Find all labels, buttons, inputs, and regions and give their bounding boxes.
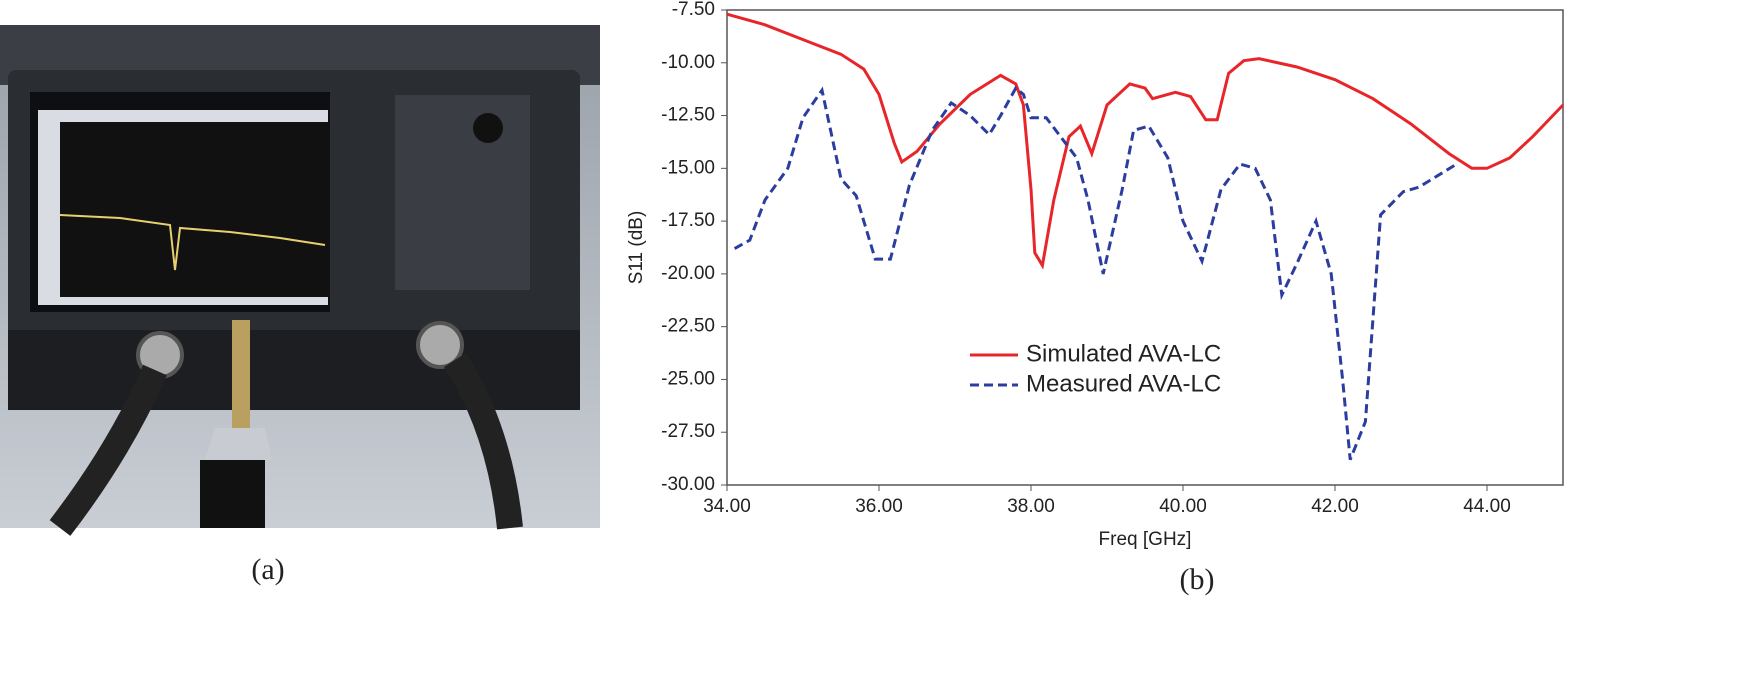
x-tick-label: 36.00: [855, 496, 903, 517]
screen-plot: [60, 122, 330, 297]
antenna-mount: [200, 460, 265, 528]
series-line: [726, 12, 1565, 270]
photo: [0, 25, 600, 536]
y-tick-label: -15.00: [661, 157, 715, 178]
legend-label: Measured AVA-LC: [1026, 370, 1221, 397]
y-tick-label: -27.50: [661, 421, 715, 442]
knob: [473, 113, 503, 143]
caption: (a): [251, 553, 284, 586]
x-tick-label: 44.00: [1463, 496, 1511, 517]
cable-2: [444, 352, 523, 530]
port-2: [416, 321, 464, 369]
front-panel: [8, 330, 580, 410]
y-tick-label: -20.00: [661, 263, 715, 284]
y-axis-label: S11 (dB): [626, 211, 647, 285]
y-tick-label: -30.00: [661, 474, 715, 495]
chart: -7.50 -10.00 -12.50 -15.00 -17.50 -20.00 -22.5…: [626, 0, 1565, 550]
y-tick-label: -17.50: [661, 210, 715, 231]
y-tick-label: -7.50: [672, 0, 715, 20]
adapter: [232, 320, 250, 440]
cable-1: [49, 364, 167, 536]
x-tick-label: 40.00: [1159, 496, 1207, 517]
y-tick-label: -22.50: [661, 316, 715, 337]
y-tick-label: -25.00: [661, 368, 715, 389]
legend-label: Simulated AVA-LC: [1026, 340, 1221, 367]
waveguide-cone: [205, 428, 272, 460]
series-line: [733, 85, 1458, 461]
x-tick-label: 42.00: [1311, 496, 1359, 517]
x-axis-label: Freq [GHz]: [1099, 529, 1192, 550]
plot-frame: [726, 9, 1564, 486]
y-tick-label: -10.00: [661, 52, 715, 73]
y-tick-label: -12.50: [661, 105, 715, 126]
x-tick-label: 38.00: [1007, 496, 1055, 517]
screen-trace: [59, 214, 326, 271]
x-tick-label: 34.00: [703, 496, 751, 517]
caption: (b): [1180, 563, 1215, 596]
keypad: [395, 95, 530, 290]
